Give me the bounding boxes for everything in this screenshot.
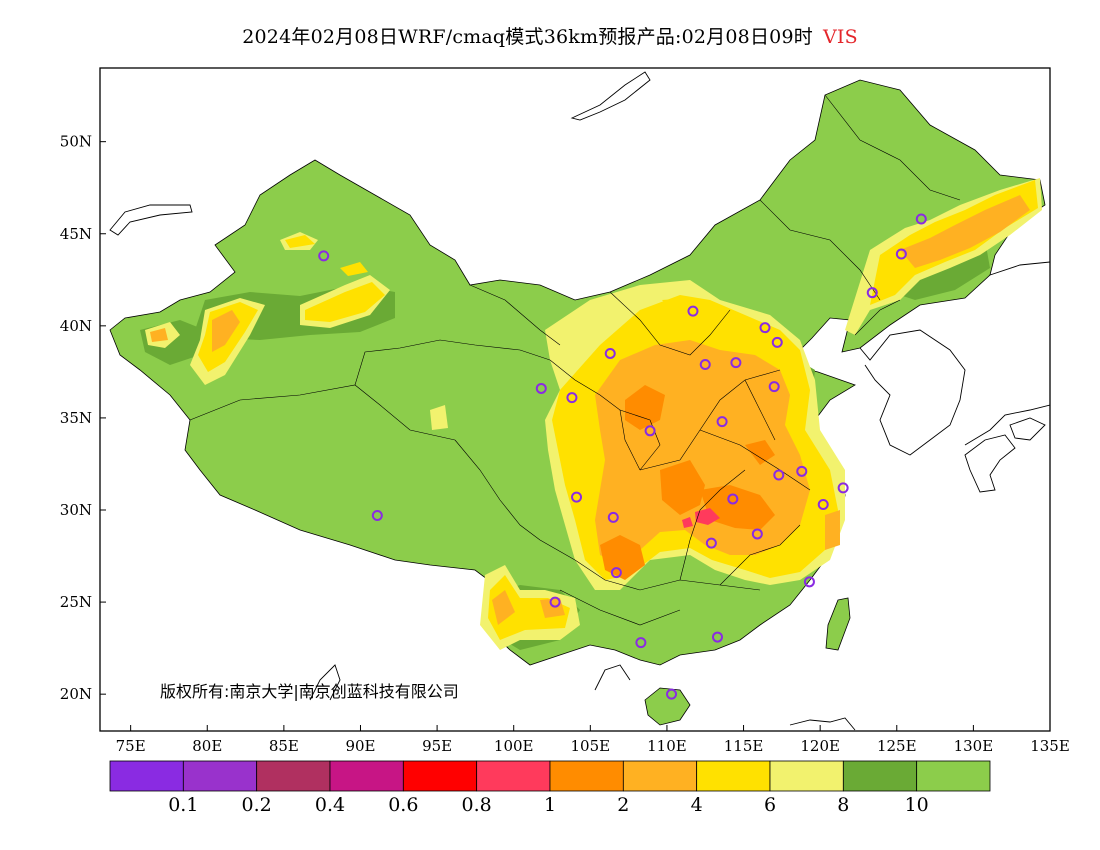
y-tick-label: 25N (60, 593, 92, 611)
y-tick-label: 45N (60, 225, 92, 243)
station-marker (604, 347, 616, 359)
station-marker (727, 493, 739, 505)
legend-swatch (402, 760, 478, 792)
x-tick-label: 110E (647, 737, 687, 755)
station-marker (866, 287, 878, 299)
x-tick-label: 125E (877, 737, 917, 755)
station-marker (699, 359, 711, 371)
copyright-text: 版权所有:南京大学|南京创蓝科技有限公司 (160, 682, 459, 701)
legend-swatch (329, 760, 404, 792)
station-marker (318, 250, 330, 262)
station-marker (666, 688, 678, 700)
vis-1-2-zones (600, 385, 775, 580)
station-marker (705, 537, 717, 549)
legend-label: 0.2 (242, 794, 272, 816)
x-tick-label: 135E (1030, 737, 1070, 755)
station-marker (768, 381, 780, 393)
province-borders (189, 94, 961, 626)
x-tick-label: 80E (192, 737, 222, 755)
station-marker (759, 322, 771, 334)
legend-swatch (256, 760, 331, 792)
station-marker (566, 392, 578, 404)
legend-swatch (476, 760, 551, 792)
legend-swatch (916, 760, 991, 792)
legend-label: 0.4 (315, 794, 345, 816)
x-tick-label: 130E (954, 737, 994, 755)
legend-label: 8 (837, 794, 849, 816)
legend-swatch (549, 760, 624, 792)
legend-label: 0.8 (462, 794, 492, 816)
title-variable: VIS (822, 26, 858, 48)
color-legend: 0.1 0.2 0.4 0.6 0.8 1 2 4 6 8 10 (109, 760, 991, 816)
legend-label: 10 (905, 794, 929, 816)
station-marker (771, 336, 783, 348)
x-tick-label: 95E (422, 737, 452, 755)
station-marker (730, 357, 742, 369)
vis-below-1-zones (682, 508, 720, 528)
station-marker (687, 305, 699, 317)
legend-label: 2 (617, 794, 629, 816)
station-marker (803, 576, 815, 588)
hainan-island (644, 687, 691, 726)
station-marker (549, 596, 561, 608)
taiwan-island (825, 597, 851, 651)
station-marker (571, 491, 583, 503)
station-marker (716, 416, 728, 428)
legend-label: 4 (691, 794, 703, 816)
station-marker (837, 482, 849, 494)
legend-label: 0.1 (168, 794, 198, 816)
axes: 75E 80E 85E 90E 95E 100E 105E 110E 115E 120E 125E 1… (60, 133, 1070, 755)
map-frame (99, 67, 1051, 732)
station-marker (796, 465, 808, 477)
map-title: 2024年02月08日WRF/cmaq模式36km预报产品:02月08日09时 V… (0, 22, 1100, 49)
y-tick-label: 35N (60, 409, 92, 427)
station-marker (817, 498, 829, 510)
legend-swatch (182, 760, 258, 792)
y-tick-label: 30N (60, 501, 92, 519)
legend-swatch (622, 760, 698, 792)
legend-label: 1 (544, 794, 556, 816)
x-tick-label: 120E (800, 737, 840, 755)
legend-label: 6 (764, 794, 776, 816)
station-marker (371, 510, 383, 522)
map-content (109, 71, 1050, 731)
x-tick-label: 100E (494, 737, 534, 755)
monitoring-stations (318, 213, 927, 700)
station-marker (610, 567, 622, 579)
x-tick-label: 105E (571, 737, 611, 755)
y-tick-label: 50N (60, 133, 92, 151)
x-tick-label: 85E (269, 737, 299, 755)
station-marker (895, 248, 907, 260)
x-tick-label: 90E (345, 737, 375, 755)
x-tick-label: 75E (116, 737, 146, 755)
station-marker (712, 631, 723, 643)
legend-swatch (842, 760, 918, 792)
station-marker (915, 213, 927, 225)
y-tick-label: 40N (60, 317, 92, 335)
legend-swatch (696, 760, 771, 792)
legend-swatch (109, 760, 184, 792)
station-marker (635, 637, 647, 649)
station-marker (607, 511, 619, 523)
station-marker (535, 382, 547, 394)
y-tick-label: 20N (60, 685, 92, 703)
legend-swatch (769, 760, 844, 792)
station-marker (773, 469, 785, 481)
station-marker (751, 528, 763, 540)
legend-label: 0.6 (388, 794, 418, 816)
x-tick-label: 115E (724, 737, 764, 755)
station-marker (644, 425, 656, 437)
title-main: 2024年02月08日WRF/cmaq模式36km预报产品:02月08日09时 (242, 26, 813, 48)
coastlines-neighbours (109, 71, 1050, 731)
